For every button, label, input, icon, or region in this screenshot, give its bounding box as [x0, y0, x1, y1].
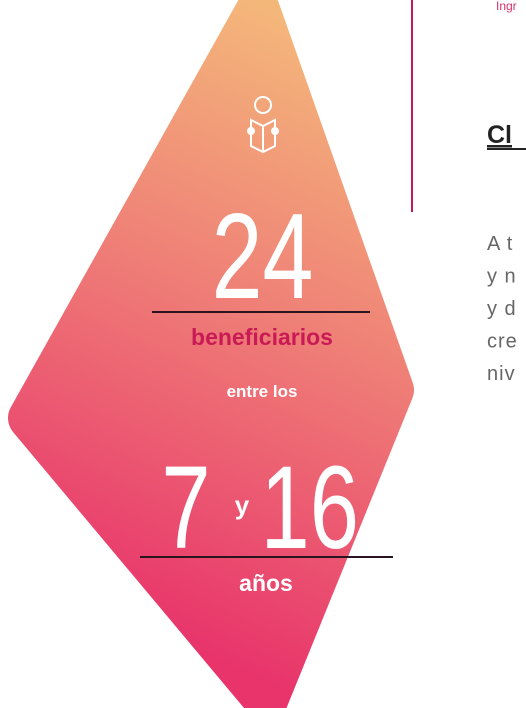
paragraph-line: y d: [487, 298, 517, 320]
range-intro: entre los: [227, 382, 298, 401]
paragraph-line: y n: [487, 266, 517, 288]
paragraph-line: A t: [487, 233, 513, 255]
heading: Cl: [487, 121, 512, 149]
age-to: 16: [261, 443, 359, 574]
paragraph: A t y n y d cre niv: [487, 233, 518, 385]
top-link[interactable]: Ingr: [496, 0, 517, 13]
count-label: beneficiarios: [191, 324, 333, 350]
age-joiner: y: [235, 490, 250, 520]
age-from: 7: [161, 443, 210, 574]
paragraph-line: cre: [487, 331, 518, 353]
age-unit: años: [239, 570, 293, 596]
reader-icon: [247, 96, 279, 154]
count: 24: [212, 187, 314, 324]
diamond-badge: [8, 0, 414, 708]
paragraph-line: niv: [487, 363, 516, 385]
